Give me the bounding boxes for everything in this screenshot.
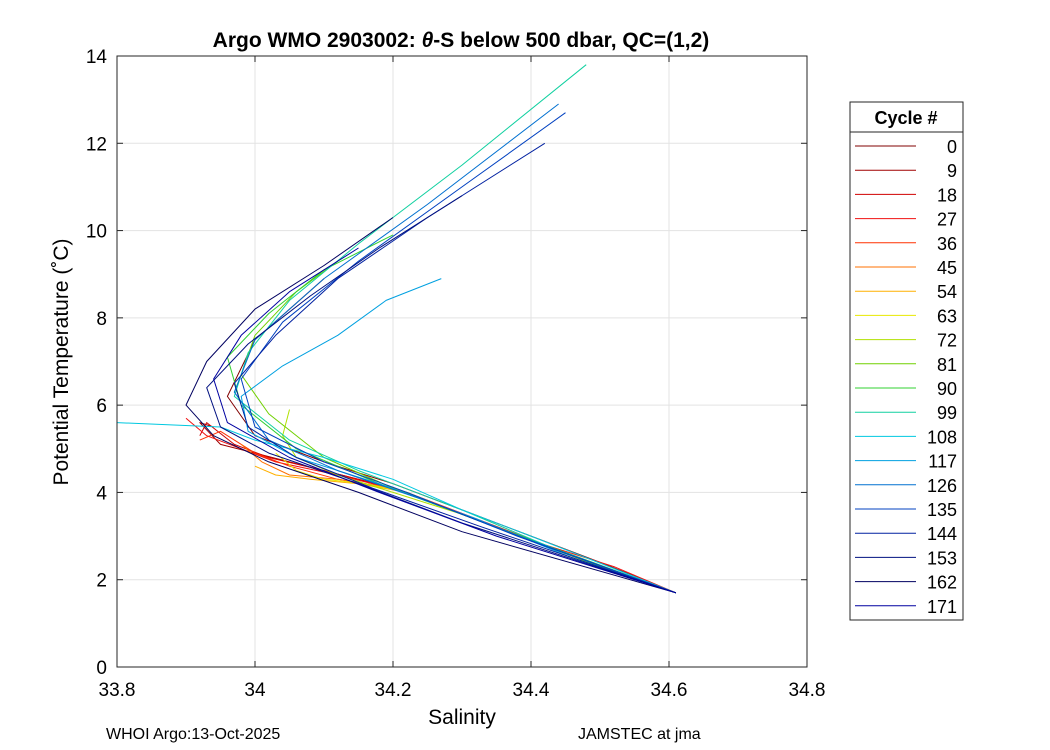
legend-label-162: 162 bbox=[927, 573, 957, 593]
legend: Cycle # 0 9 18 27 36 45 54 63 72 81 90 99 108 117 126 1… bbox=[849, 101, 964, 621]
legend-label-54: 54 bbox=[937, 282, 957, 302]
legend-label-9: 9 bbox=[947, 161, 957, 181]
series-line-cycle-162 bbox=[185, 217, 677, 594]
y-tick-label: 10 bbox=[86, 222, 107, 243]
series-line-cycle-171 bbox=[213, 247, 677, 594]
x-tick-label: 34.8 bbox=[789, 680, 826, 701]
y-axis: 0 2 4 6 8 10 12 14 bbox=[86, 47, 807, 679]
y-tick-label: 4 bbox=[96, 483, 107, 504]
legend-label-117: 117 bbox=[928, 452, 957, 472]
legend-label-27: 27 bbox=[937, 210, 957, 230]
series-line-cycle-27 bbox=[185, 417, 677, 594]
y-tick-label: 8 bbox=[96, 309, 107, 330]
y-tick-label: 0 bbox=[96, 658, 107, 679]
x-tick-label: 34.4 bbox=[513, 680, 550, 701]
legend-label-135: 135 bbox=[927, 500, 957, 520]
chart-title: Argo WMO 2903002: θ-S below 500 dbar, QC… bbox=[213, 29, 710, 52]
legend-label-126: 126 bbox=[927, 476, 957, 496]
plot-frame bbox=[116, 55, 808, 668]
legend-label-90: 90 bbox=[937, 379, 957, 399]
x-tick-label: 34.2 bbox=[375, 680, 412, 701]
legend-label-108: 108 bbox=[927, 427, 957, 447]
legend-label-36: 36 bbox=[937, 234, 957, 254]
series-line-cycle-108 bbox=[117, 422, 677, 594]
x-tick-label: 34.6 bbox=[651, 680, 688, 701]
legend-label-153: 153 bbox=[927, 548, 957, 568]
series-line-cycle-144 bbox=[233, 142, 677, 594]
y-tick-label: 14 bbox=[86, 47, 108, 68]
series-group bbox=[117, 64, 677, 594]
legend-label-99: 99 bbox=[937, 403, 957, 423]
legend-label-18: 18 bbox=[937, 185, 957, 205]
y-tick-label: 2 bbox=[96, 571, 107, 592]
x-axis-label: Salinity bbox=[428, 706, 496, 729]
legend-label-72: 72 bbox=[937, 331, 957, 351]
footer-credit: JAMSTEC at jma bbox=[578, 726, 701, 743]
x-tick-label: 34 bbox=[244, 680, 266, 701]
plot-area bbox=[117, 56, 807, 667]
series-line-cycle-135 bbox=[240, 112, 677, 594]
footer-source: WHOI Argo:13-Oct-2025 bbox=[106, 726, 281, 743]
legend-label-63: 63 bbox=[937, 306, 957, 326]
y-axis-label: Potential Temperature (˚C) bbox=[50, 238, 73, 485]
legend-label-144: 144 bbox=[927, 524, 957, 544]
legend-label-0: 0 bbox=[947, 137, 957, 157]
legend-label-45: 45 bbox=[937, 258, 957, 278]
legend-label-81: 81 bbox=[937, 355, 957, 375]
x-tick-label: 33.8 bbox=[99, 680, 136, 701]
series-line-cycle-153 bbox=[206, 195, 677, 594]
y-tick-label: 6 bbox=[96, 396, 107, 417]
legend-title: Cycle # bbox=[874, 108, 937, 128]
y-tick-label: 12 bbox=[86, 134, 107, 155]
legend-label-171: 171 bbox=[927, 597, 957, 617]
x-axis: 33.8 34 34.2 34.4 34.6 34.8 bbox=[99, 56, 826, 701]
